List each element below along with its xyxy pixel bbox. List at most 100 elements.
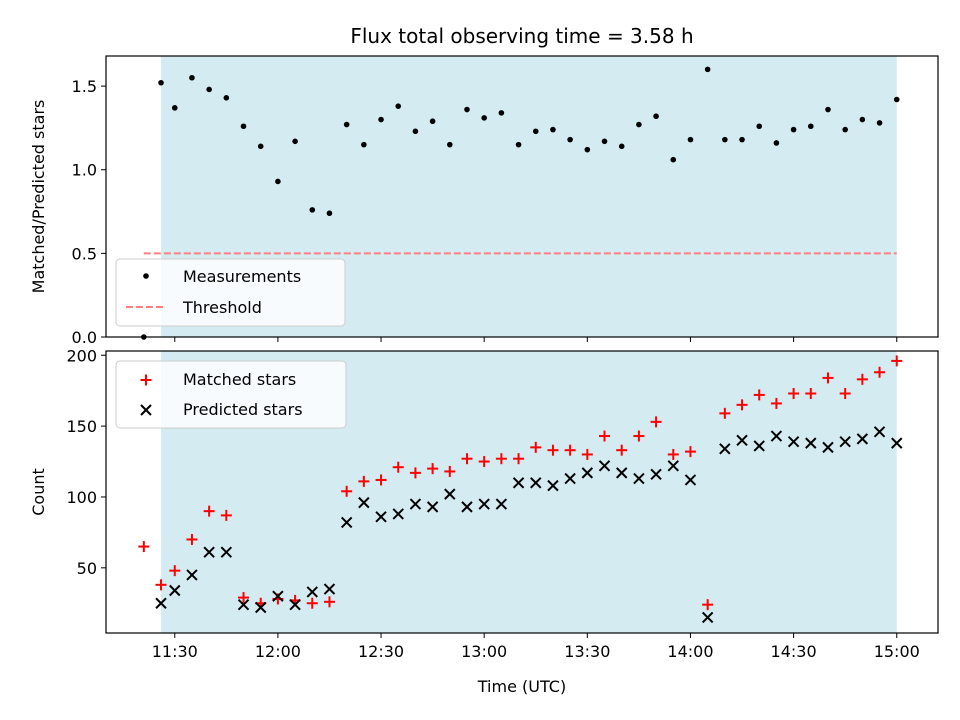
measurement-point (790, 126, 797, 133)
predicted-marker-b (719, 443, 731, 455)
matched-star-point (238, 592, 250, 604)
predicted-star-point (461, 501, 473, 513)
matched-star-point (874, 366, 886, 378)
predicted-star-point (203, 546, 215, 558)
predicted-star-point (186, 569, 198, 581)
matched-star-point (736, 399, 748, 411)
measurement-point (567, 136, 573, 143)
x-tick-label: 12:00 (255, 642, 301, 661)
measurement-point (171, 105, 178, 111)
predicted-marker-b (409, 498, 422, 510)
y-tick-label: 0.5 (72, 244, 97, 263)
predicted-star-point (255, 601, 267, 614)
x-tick-label: 14:00 (667, 642, 713, 661)
count-panel: 50 100 150 200 11:30 12:00 12:30 13:00 13:30 14:0… (29, 346, 939, 696)
predicted-marker-b (461, 501, 473, 513)
predicted-marker-b (598, 460, 611, 472)
predicted-marker-b (255, 601, 267, 614)
predicted-star-point (667, 460, 679, 472)
predicted-marker-b (547, 479, 559, 492)
predicted-star-point (547, 479, 559, 492)
predicted-marker-b (753, 440, 765, 452)
predicted-marker-b (392, 508, 404, 520)
predicted-marker-b (169, 584, 181, 597)
predicted-star-point (358, 496, 370, 509)
predicted-star-point (615, 467, 628, 479)
predicted-star-point (289, 598, 301, 611)
predicted-marker-b (650, 468, 662, 480)
measurement-point (687, 136, 694, 143)
predicted-marker-b (358, 496, 370, 509)
y-axis-label: Count (29, 468, 48, 516)
matched-star-point (341, 485, 353, 497)
measurement-point (618, 143, 625, 150)
matched-star-point (186, 533, 198, 545)
matched-star-point (323, 596, 335, 608)
y-axis-label: Matched/Predicted stars (29, 100, 48, 294)
matched-star-point (564, 444, 576, 456)
predicted-marker-b (856, 433, 869, 445)
predicted-marker-b (155, 597, 167, 609)
matched-star-point (684, 446, 696, 458)
predicted-marker-b (237, 598, 250, 611)
matched-star-point (155, 579, 167, 591)
measurement-point (670, 156, 677, 163)
measurement-point (636, 121, 642, 128)
measurement-point (807, 123, 814, 130)
measurement-point (206, 86, 212, 93)
predicted-marker-b (839, 435, 851, 448)
matched-star-point (169, 565, 181, 577)
measurement-point (653, 113, 659, 120)
predicted-star-point (375, 511, 387, 523)
legend: Matched stars Predicted stars (115, 360, 347, 429)
y-tick-label: 50 (77, 559, 97, 578)
matched-star-point (616, 444, 628, 456)
measurement-point (429, 118, 436, 125)
measurement-point (275, 178, 281, 185)
x-tick-label: 12:30 (358, 642, 404, 661)
measurement-point (722, 136, 728, 143)
predicted-star-point (770, 430, 783, 442)
x-tick-label: 11:30 (152, 642, 198, 661)
matched-star-point (392, 461, 404, 473)
matched-star-point (220, 509, 232, 521)
matched-star-point (409, 467, 421, 479)
measurement-point (876, 120, 883, 126)
matched-star-point (427, 463, 439, 475)
predicted-star-point (598, 460, 611, 472)
matched-star-point (581, 448, 593, 460)
predicted-star-point (856, 433, 869, 445)
matched-star-point (805, 388, 817, 400)
legend-measurement-marker (143, 273, 149, 279)
matched-star-point (306, 597, 318, 609)
matched-star-point (495, 453, 507, 465)
measurement-point (361, 141, 367, 148)
predicted-star-point (237, 598, 250, 611)
predicted-marker-b (581, 467, 594, 479)
predicted-marker-b (787, 435, 800, 448)
chart-title: Flux total observing time = 3.58 h (350, 24, 693, 48)
measurement-point (292, 138, 298, 145)
predicted-marker-b (220, 546, 233, 558)
matched-star-point (358, 475, 370, 487)
measurement-point (532, 128, 539, 135)
predicted-marker-b (770, 430, 783, 442)
predicted-marker-b (736, 434, 748, 446)
predicted-marker-b (891, 437, 903, 449)
x-tick-label: 14:30 (771, 642, 817, 661)
predicted-marker-b (323, 583, 336, 595)
legend-box (115, 258, 346, 327)
predicted-marker-b (667, 460, 679, 472)
x-axis-label: Time (UTC) (477, 677, 566, 696)
measurement-point (447, 141, 453, 148)
predicted-marker-b (203, 546, 215, 558)
predicted-marker-b (805, 437, 817, 449)
measurement-point (158, 79, 164, 86)
matched-star-point (702, 599, 714, 611)
legend-label-threshold: Threshold (182, 298, 262, 317)
predicted-marker-b (701, 611, 714, 624)
predicted-star-point (220, 546, 233, 558)
measurement-point (326, 210, 333, 217)
predicted-star-point (306, 586, 318, 598)
x-tick-label: 15:00 (874, 642, 920, 661)
